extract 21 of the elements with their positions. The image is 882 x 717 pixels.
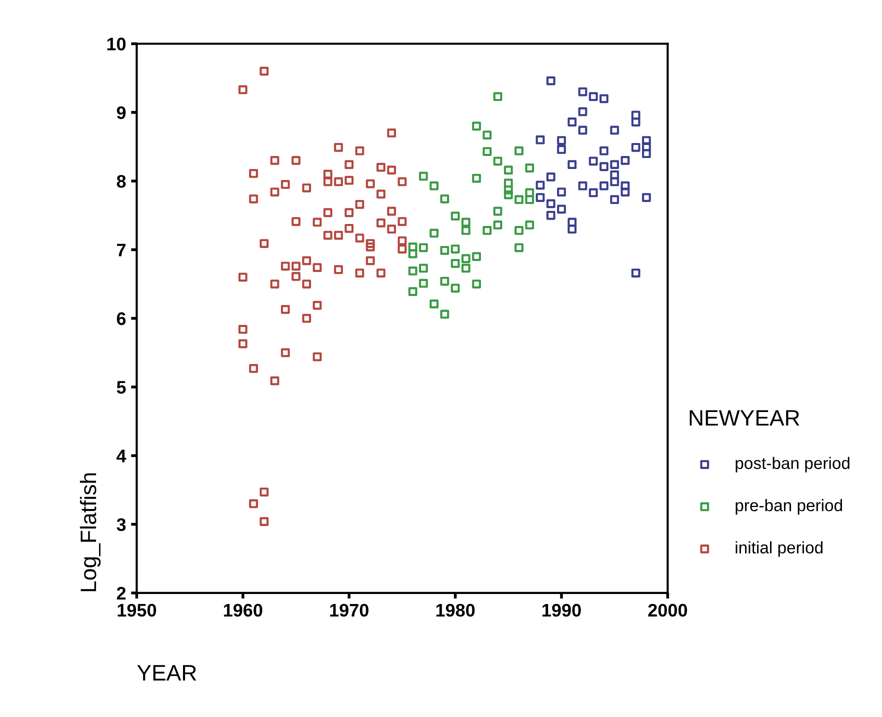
y-tick-label: 3: [116, 518, 126, 532]
x-tick-label: 2000: [648, 604, 688, 617]
x-axis-title: YEAR: [137, 665, 196, 680]
y-tick-label: 6: [116, 312, 126, 326]
y-tick-label: 9: [116, 106, 126, 120]
y-tick-label: 5: [116, 381, 126, 394]
y-tick-label: 7: [117, 244, 126, 256]
y-tick-label: 8: [116, 174, 126, 188]
legend-label: initial period: [736, 541, 823, 557]
legend-label: pre-ban period: [736, 499, 842, 515]
x-tick-label: 1970: [330, 604, 368, 617]
y-tick-label: 10: [107, 38, 126, 50]
legend-label: post-ban period: [736, 456, 850, 472]
x-tick-label: 1980: [436, 604, 475, 617]
y-axis-title: Log_Flatfish: [80, 473, 101, 592]
y-tick-label: 4: [116, 450, 126, 462]
x-tick-label: 1960: [224, 604, 262, 617]
legend-title: NEWYEAR: [690, 410, 800, 426]
x-tick-label: 1990: [542, 604, 581, 617]
x-tick-label: 1950: [118, 604, 156, 617]
y-tick-label: 2: [116, 586, 126, 600]
